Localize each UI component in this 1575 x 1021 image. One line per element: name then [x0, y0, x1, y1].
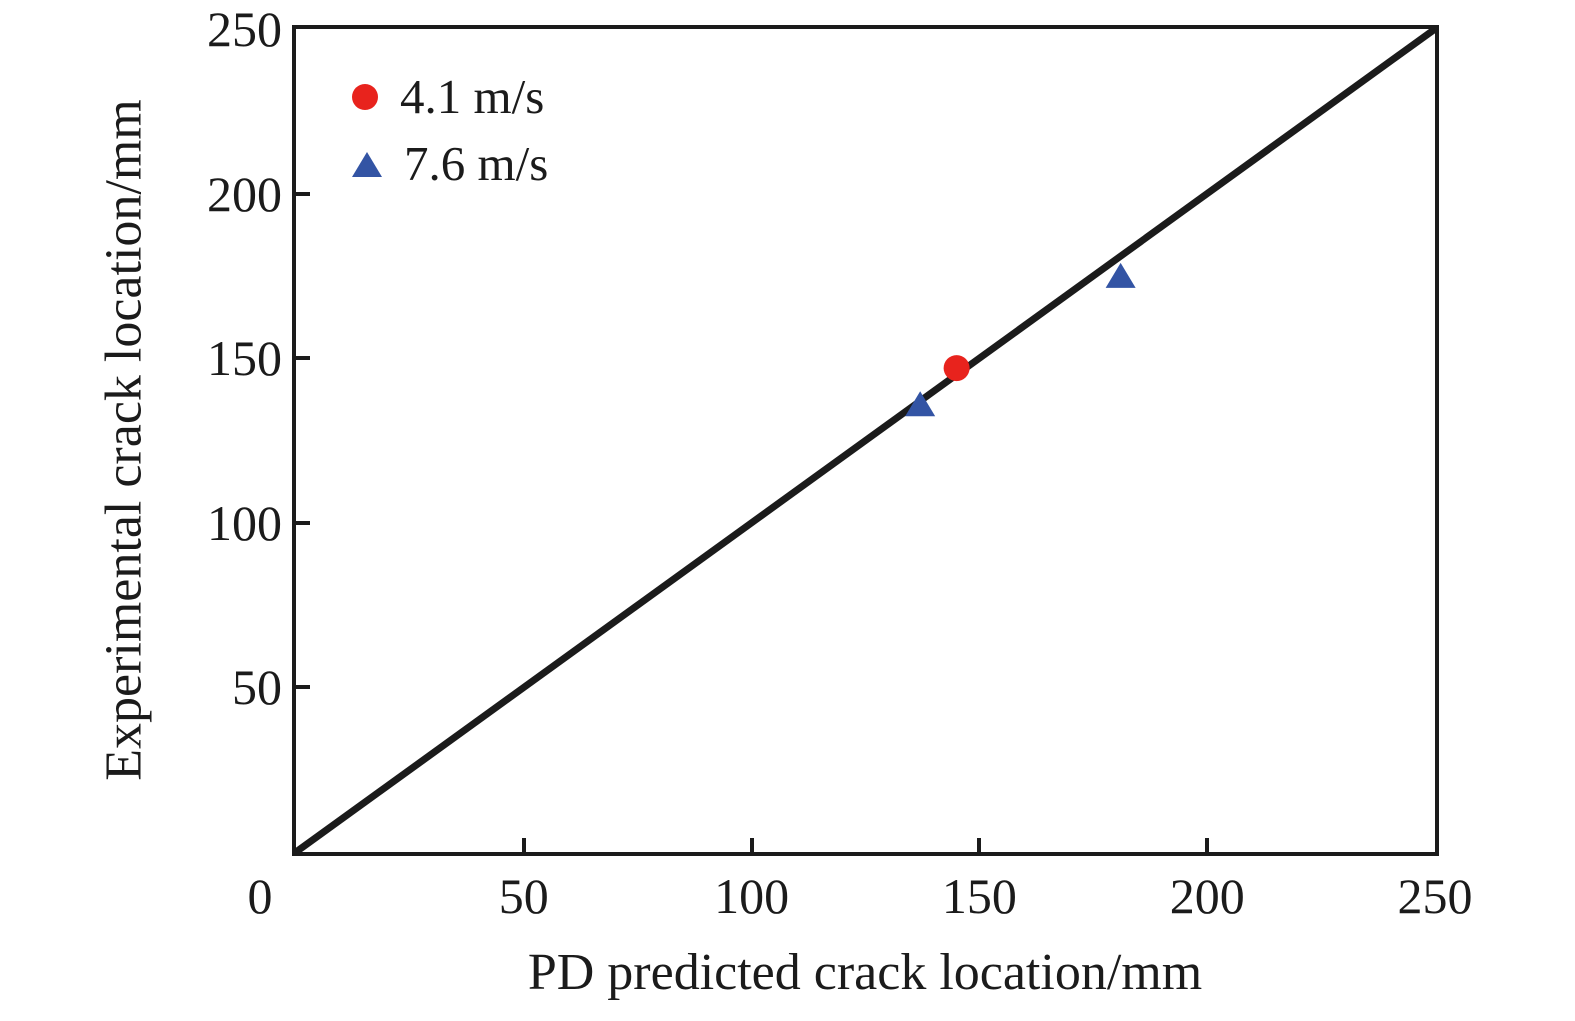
y-tick-label: 250 — [207, 1, 282, 57]
x-tick-label: 0 — [247, 868, 273, 924]
triangle-icon — [352, 151, 382, 177]
legend-entry-7-6-ms: 7.6 m/s — [352, 139, 548, 189]
y-tick-mark — [296, 356, 310, 361]
legend-entry-4-1-ms: 4.1 m/s — [352, 72, 544, 122]
circle-icon — [352, 84, 378, 110]
x-tick-mark — [749, 838, 754, 852]
y-tick-mark — [296, 685, 310, 690]
x-tick-label: 50 — [498, 868, 549, 924]
y-tick-label: 50 — [232, 659, 282, 716]
data-point-circle — [943, 355, 970, 382]
y-tick-label: 100 — [207, 494, 282, 551]
x-tick-label: 150 — [941, 868, 1017, 924]
data-point-triangle — [905, 391, 936, 417]
x-axis-title: PD predicted crack location/mm — [527, 944, 1203, 1001]
plot-svg — [296, 29, 1435, 852]
y-tick-mark — [296, 520, 310, 525]
data-point-triangle — [1105, 262, 1136, 288]
x-tick-label: 250 — [1397, 868, 1473, 924]
y-axis-title: Experimental crack location/mm — [95, 99, 153, 781]
x-tick-label: 200 — [1169, 868, 1245, 924]
y-tick-label: 200 — [207, 165, 282, 222]
x-tick-mark — [521, 838, 526, 852]
y-tick-mark — [296, 191, 310, 196]
legend-label: 4.1 m/s — [400, 69, 545, 124]
x-tick-label: 100 — [714, 868, 790, 924]
x-tick-mark — [1205, 838, 1210, 852]
identity-line — [296, 29, 1435, 852]
x-tick-mark — [977, 838, 982, 852]
legend-label: 7.6 m/s — [404, 136, 549, 191]
plot-area — [292, 25, 1439, 856]
y-tick-label: 150 — [207, 330, 282, 387]
